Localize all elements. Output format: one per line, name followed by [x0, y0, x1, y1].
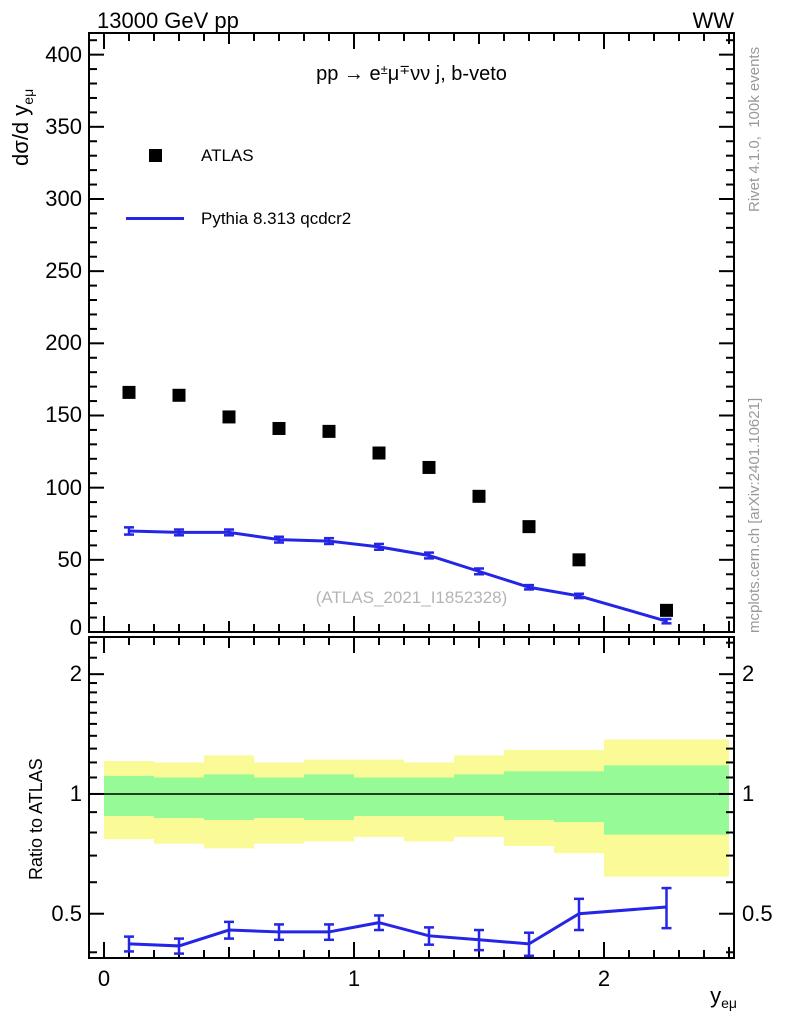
arrow-glyph: → [343, 63, 364, 85]
main-y-tick-label: 50 [57, 546, 82, 572]
process-group-label: WW [692, 8, 734, 33]
collision-energy-label: 13000 GeV pp [97, 8, 239, 33]
ratio-green-band [604, 765, 729, 835]
pythia-line-marker-icon [125, 217, 185, 220]
legend-item-pythia: Pythia 8.313 qcdcr2 [125, 205, 351, 232]
legend-label-atlas: ATLAS [201, 145, 254, 165]
ratio-panel-frame [88, 636, 735, 959]
ratio-y-tick-label-right: 1 [742, 780, 755, 806]
x-tick-label: 1 [347, 966, 361, 991]
main-panel-frame [88, 32, 735, 633]
main-y-tick-label: 350 [45, 113, 82, 139]
ratio-green-band [404, 777, 454, 817]
atlas-data-point [422, 460, 436, 474]
ratio-green-band [104, 775, 154, 817]
ratio-green-band [354, 777, 404, 817]
ratio-green-band [454, 774, 504, 817]
main-y-tick-label: 150 [45, 402, 82, 428]
mc-curve-main [128, 529, 667, 623]
legend-item-atlas: ATLAS [125, 142, 351, 169]
atlas-data-point [660, 603, 673, 617]
ratio-green-band [554, 771, 604, 823]
main-y-tick-label: 100 [45, 474, 82, 500]
main-y-tick-label: 250 [45, 258, 82, 284]
process-title: pp → e±μ∓νν j, b-veto [316, 62, 507, 85]
ratio-green-band [504, 771, 554, 821]
atlas-data-point [572, 553, 586, 567]
main-y-tick-label: 300 [45, 185, 82, 211]
atlas-data-point [172, 388, 186, 402]
ratio-y-tick-label-right: 0.5 [742, 900, 773, 926]
x-tick-label: 2 [597, 966, 611, 991]
rivet-version-note: Rivet 4.1.0, 100k events [746, 46, 763, 212]
atlas-square-marker-icon [125, 149, 185, 162]
mcplots-arxiv-note: mcplots.cern.ch [arXiv:2401.10621] [746, 397, 763, 633]
main-y-tick-label: 0 [69, 615, 82, 640]
legend: ATLAS Pythia 8.313 qcdcr2 [125, 106, 351, 250]
x-axis-title: yeμ [710, 983, 737, 1011]
ratio-y-axis-title: Ratio to ATLAS [26, 758, 46, 880]
atlas-data-point [122, 385, 136, 399]
atlas-data-point [522, 520, 536, 534]
atlas-data-point [222, 410, 236, 424]
legend-label-pythia: Pythia 8.313 qcdcr2 [201, 208, 352, 228]
ratio-y-tick-label-left: 1 [69, 780, 82, 806]
main-y-axis-title: dσ/d yeμ [8, 88, 36, 166]
main-y-tick-label: 200 [45, 330, 82, 356]
ratio-green-band [204, 774, 254, 821]
ratio-y-tick-label-right: 2 [742, 661, 755, 687]
atlas-data-point [322, 424, 336, 438]
main-y-tick-label: 400 [45, 41, 82, 67]
atlas-data-point [472, 489, 486, 503]
atlas-data-point [372, 446, 386, 460]
ratio-green-band [304, 774, 354, 821]
mc-curve-ratio [128, 905, 667, 948]
ratio-y-tick-label-left: 2 [69, 661, 82, 687]
ratio-y-tick-label-left: 0.5 [51, 900, 82, 926]
ratio-green-band [154, 777, 204, 819]
ratio-green-band [254, 777, 304, 819]
x-tick-label: 0 [97, 966, 111, 991]
analysis-id-watermark: (ATLAS_2021_I1852328) [315, 588, 508, 607]
atlas-data-point [272, 421, 286, 435]
